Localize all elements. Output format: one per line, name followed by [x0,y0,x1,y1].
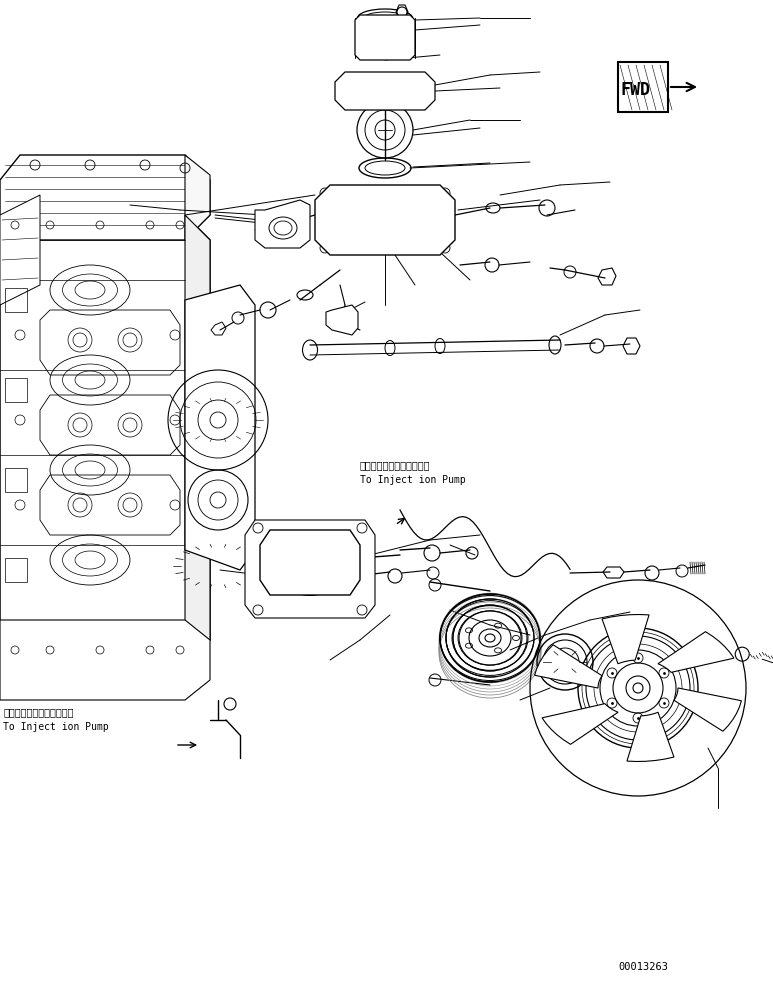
Circle shape [397,7,407,17]
Text: インジェクションポンプへ: インジェクションポンプへ [3,707,73,717]
Polygon shape [260,530,360,595]
Polygon shape [245,520,375,618]
Polygon shape [315,185,455,255]
Text: To Inject ion Pump: To Inject ion Pump [360,475,466,485]
Text: FWD: FWD [621,81,651,99]
Polygon shape [535,645,602,688]
Text: To Inject ion Pump: To Inject ion Pump [3,722,109,732]
Polygon shape [326,305,358,335]
Bar [5,288,27,312]
Polygon shape [0,620,210,700]
Polygon shape [185,215,210,660]
Polygon shape [674,688,741,732]
Polygon shape [542,704,618,744]
Polygon shape [602,614,649,664]
Polygon shape [0,155,210,240]
Polygon shape [627,712,674,761]
Polygon shape [185,285,255,570]
Text: 00013263: 00013263 [618,962,668,972]
Polygon shape [355,15,415,60]
Polygon shape [185,155,210,240]
Polygon shape [0,215,210,660]
Bar [5,378,27,402]
Text: インジェクションポンプへ: インジェクションポンプへ [360,460,431,470]
Polygon shape [335,72,435,110]
Bar [5,558,27,582]
Bar [5,468,27,492]
Polygon shape [255,200,310,248]
Polygon shape [0,195,40,305]
Polygon shape [658,632,734,672]
